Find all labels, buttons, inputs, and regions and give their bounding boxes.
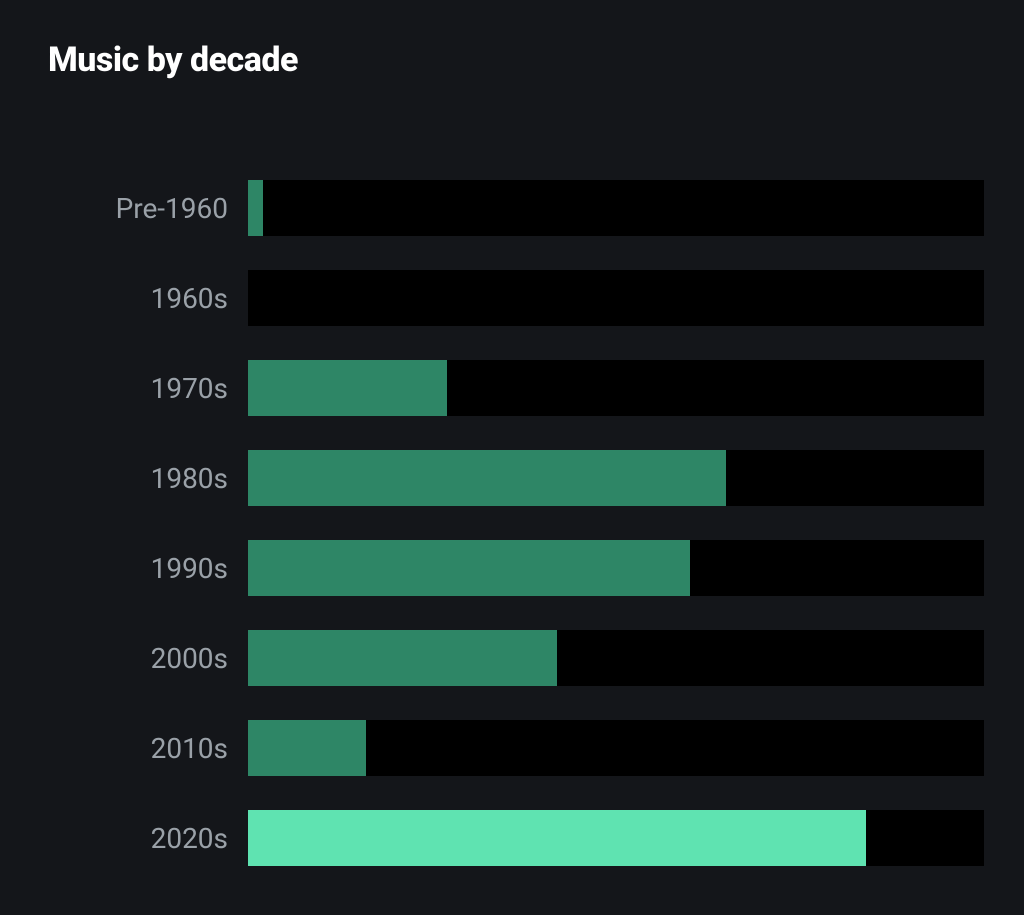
bar-row: Pre-1960 bbox=[48, 180, 984, 236]
bar-track bbox=[248, 540, 984, 596]
bar-row: 1990s bbox=[48, 540, 984, 596]
bar-row: 2000s bbox=[48, 630, 984, 686]
bar-label: 2010s bbox=[48, 732, 248, 765]
chart-title: Music by decade bbox=[48, 40, 984, 80]
bar-fill bbox=[248, 720, 366, 776]
bar-fill bbox=[248, 810, 866, 866]
bar-label: 1990s bbox=[48, 552, 248, 585]
bar-track bbox=[248, 720, 984, 776]
bar-label: 1970s bbox=[48, 372, 248, 405]
bar-row: 2020s bbox=[48, 810, 984, 866]
bar-track bbox=[248, 270, 984, 326]
bar-label: 1980s bbox=[48, 462, 248, 495]
bar-label: Pre-1960 bbox=[48, 192, 248, 225]
bar-row: 2010s bbox=[48, 720, 984, 776]
bar-fill bbox=[248, 540, 690, 596]
bar-chart: Pre-1960 1960s 1970s 1980s 1990s 2000s 2010s 20… bbox=[48, 180, 984, 900]
chart-container: Music by decade Pre-1960 1960s 1970s 1980s 1… bbox=[0, 0, 1024, 915]
bar-fill bbox=[248, 630, 557, 686]
bar-track bbox=[248, 360, 984, 416]
bar-track bbox=[248, 630, 984, 686]
bar-label: 1960s bbox=[48, 282, 248, 315]
bar-label: 2000s bbox=[48, 642, 248, 675]
bar-row: 1980s bbox=[48, 450, 984, 506]
bar-track bbox=[248, 450, 984, 506]
bar-label: 2020s bbox=[48, 822, 248, 855]
bar-fill bbox=[248, 450, 726, 506]
bar-fill bbox=[248, 180, 263, 236]
bar-track bbox=[248, 810, 984, 866]
bar-track bbox=[248, 180, 984, 236]
bar-row: 1960s bbox=[48, 270, 984, 326]
bar-row: 1970s bbox=[48, 360, 984, 416]
bar-fill bbox=[248, 360, 447, 416]
